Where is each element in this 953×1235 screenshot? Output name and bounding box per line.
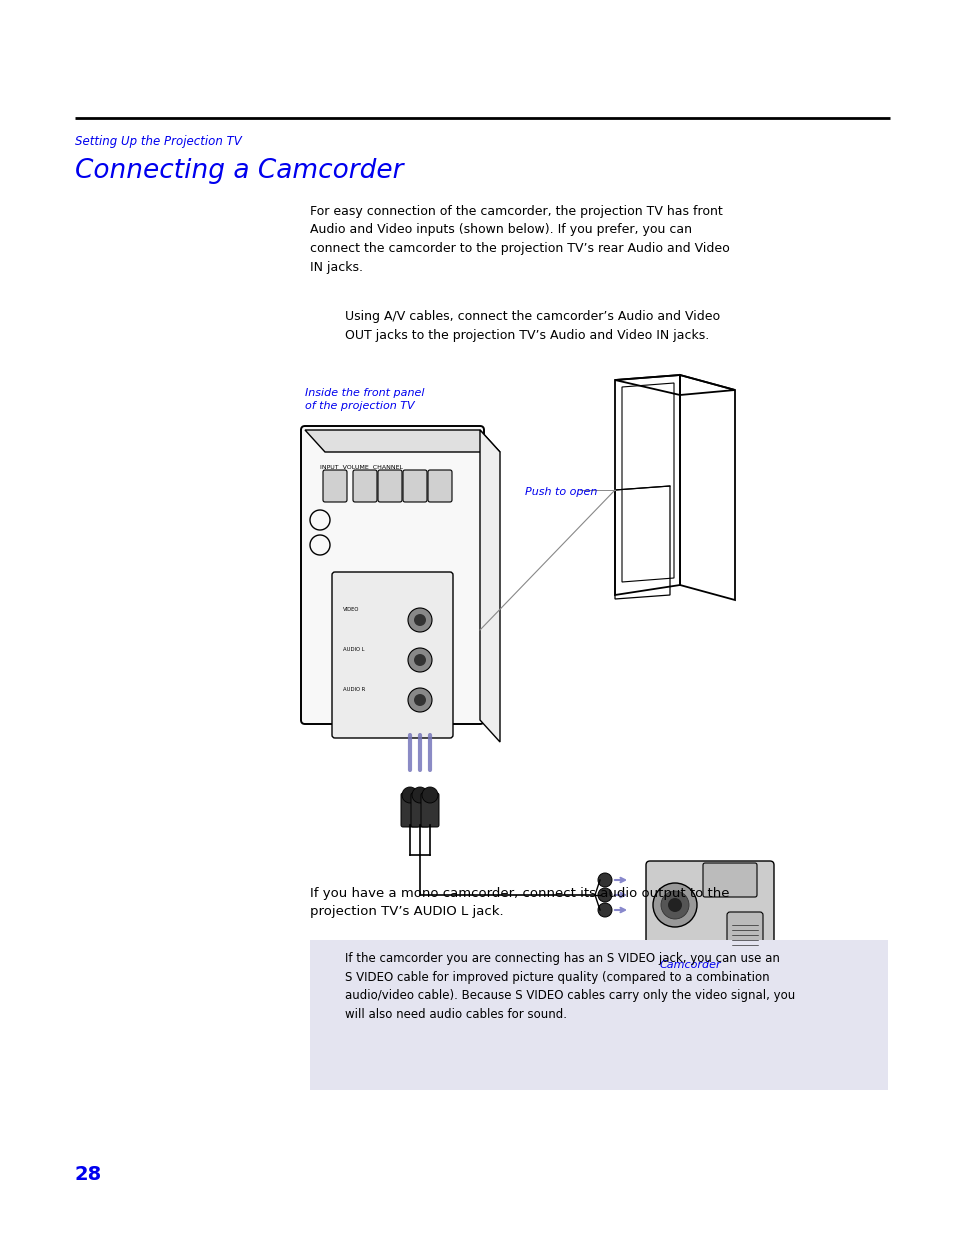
Circle shape — [598, 873, 612, 887]
FancyBboxPatch shape — [377, 471, 401, 501]
FancyBboxPatch shape — [301, 426, 483, 724]
Polygon shape — [479, 430, 499, 742]
Text: AUDIO R: AUDIO R — [343, 687, 365, 692]
FancyBboxPatch shape — [645, 861, 773, 948]
Circle shape — [414, 614, 426, 626]
Circle shape — [598, 888, 612, 902]
FancyBboxPatch shape — [411, 793, 429, 827]
Circle shape — [414, 694, 426, 706]
Circle shape — [414, 655, 426, 666]
Circle shape — [598, 903, 612, 918]
Text: Push to open: Push to open — [524, 487, 597, 496]
Text: AUDIO L: AUDIO L — [343, 647, 364, 652]
Text: If the camcorder you are connecting has an S VIDEO jack, you can use an
    S VI: If the camcorder you are connecting has … — [330, 952, 795, 1020]
Bar — [310, 940, 887, 1091]
FancyBboxPatch shape — [332, 572, 453, 739]
Text: Camcorder: Camcorder — [659, 960, 720, 969]
FancyBboxPatch shape — [428, 471, 452, 501]
Text: INPUT  VOLUME  CHANNEL: INPUT VOLUME CHANNEL — [319, 466, 402, 471]
Circle shape — [408, 688, 432, 713]
FancyBboxPatch shape — [323, 471, 347, 501]
Polygon shape — [305, 430, 499, 452]
Text: Connecting a Camcorder: Connecting a Camcorder — [75, 158, 403, 184]
FancyBboxPatch shape — [402, 471, 427, 501]
Circle shape — [660, 890, 688, 919]
Circle shape — [421, 787, 437, 803]
Text: Using A/V cables, connect the camcorder’s Audio and Video
OUT jacks to the proje: Using A/V cables, connect the camcorder’… — [345, 310, 720, 342]
FancyBboxPatch shape — [420, 793, 438, 827]
Text: If you have a mono camcorder, connect its audio output to the
projection TV’s AU: If you have a mono camcorder, connect it… — [310, 887, 729, 919]
Circle shape — [401, 787, 417, 803]
Circle shape — [412, 787, 428, 803]
Circle shape — [408, 608, 432, 632]
FancyBboxPatch shape — [353, 471, 376, 501]
Text: For easy connection of the camcorder, the projection TV has front
Audio and Vide: For easy connection of the camcorder, th… — [310, 205, 729, 273]
Circle shape — [652, 883, 697, 927]
Circle shape — [667, 898, 681, 911]
FancyBboxPatch shape — [400, 793, 418, 827]
Circle shape — [408, 648, 432, 672]
Text: Inside the front panel
of the projection TV: Inside the front panel of the projection… — [305, 388, 424, 411]
Text: VIDEO: VIDEO — [343, 606, 359, 613]
FancyBboxPatch shape — [726, 911, 762, 963]
Text: Setting Up the Projection TV: Setting Up the Projection TV — [75, 135, 241, 148]
Text: 28: 28 — [75, 1165, 102, 1184]
FancyBboxPatch shape — [702, 863, 757, 897]
